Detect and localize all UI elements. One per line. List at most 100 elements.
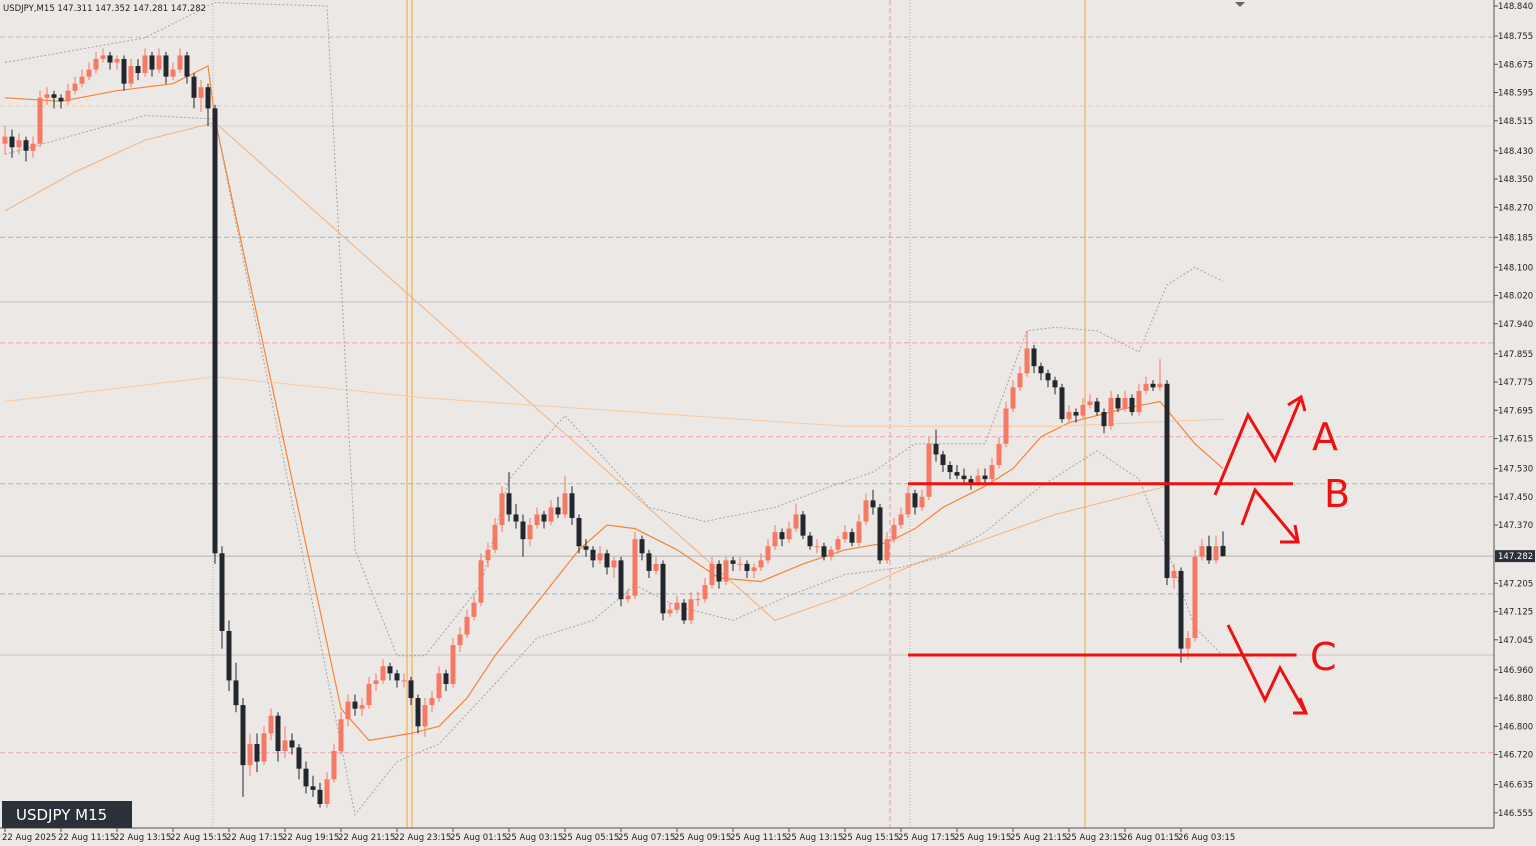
- x-tick-label: 26 Aug 01:15: [1122, 833, 1179, 843]
- candle-body: [1066, 412, 1072, 420]
- candle-body: [625, 595, 631, 600]
- candle-body: [485, 549, 491, 561]
- y-tick-label: 147.615: [1498, 435, 1533, 445]
- candle-body: [1157, 383, 1163, 388]
- y-tick-label: 146.720: [1498, 751, 1533, 761]
- candle-body: [142, 55, 148, 74]
- y-tick-label: 147.855: [1498, 350, 1533, 360]
- candle-body: [471, 602, 477, 617]
- candle-body: [58, 97, 64, 102]
- y-tick-label: 147.125: [1498, 608, 1533, 618]
- candle-body: [408, 680, 414, 699]
- candle-body: [1143, 383, 1149, 391]
- candle-body: [562, 493, 568, 515]
- candle-body: [149, 55, 155, 70]
- candle-body: [856, 521, 862, 543]
- candle-body: [261, 733, 267, 762]
- candle-body: [667, 609, 673, 614]
- x-tick-label: 25 Aug 21:15: [1010, 833, 1067, 843]
- candle-body: [1045, 373, 1051, 381]
- y-tick-label: 148.755: [1498, 32, 1533, 42]
- candle-body: [1185, 638, 1191, 649]
- candle-body: [891, 525, 897, 540]
- candle-body: [16, 140, 22, 148]
- candle-body: [282, 740, 288, 752]
- candle-body: [968, 479, 974, 483]
- y-tick-label: 146.960: [1498, 666, 1533, 676]
- candle-body: [912, 493, 918, 508]
- candle-body: [380, 666, 386, 681]
- candle-body: [772, 532, 778, 547]
- candle-body: [975, 475, 981, 483]
- candle-body: [464, 616, 470, 635]
- candle-body: [1003, 408, 1009, 444]
- arrow: [1213, 394, 1307, 496]
- candle-body: [569, 493, 575, 518]
- candle-body: [247, 743, 253, 766]
- candle-body: [730, 560, 736, 564]
- annotation: B: [1324, 472, 1350, 516]
- x-tick-label: 22 Aug 2025: [2, 833, 56, 843]
- symbol-label: USDJPY M15: [16, 806, 107, 824]
- candle-body: [331, 751, 337, 780]
- candle-body: [205, 87, 211, 109]
- y-tick-label: 148.020: [1498, 292, 1533, 302]
- candle-body: [1080, 404, 1086, 416]
- candle-body: [366, 683, 372, 706]
- candle-body: [786, 528, 792, 540]
- candle-body: [555, 507, 561, 515]
- candle-body: [828, 549, 834, 557]
- candle-body: [926, 443, 932, 497]
- candle-body: [982, 475, 988, 480]
- candle-body: [226, 630, 232, 681]
- indicator-line: [4, 1, 1224, 657]
- last-price-box: [1495, 550, 1535, 563]
- candle-body: [429, 698, 435, 706]
- candle-body: [758, 560, 764, 568]
- candle-body: [989, 465, 995, 480]
- candle-body: [100, 55, 106, 59]
- candle-body: [499, 493, 505, 526]
- candle-body: [198, 87, 204, 98]
- candle-body: [688, 599, 694, 621]
- y-tick-label: 148.100: [1498, 263, 1533, 273]
- x-tick-label: 25 Aug 03:15: [506, 833, 563, 843]
- candle-body: [597, 553, 603, 561]
- x-tick-label: 25 Aug 13:15: [786, 833, 843, 843]
- indicators: [4, 1, 1224, 816]
- candle-body: [184, 55, 190, 77]
- candle-body: [590, 549, 596, 561]
- candle-body: [170, 69, 176, 77]
- candle-body: [534, 514, 540, 526]
- x-tick-label: 25 Aug 09:15: [674, 833, 731, 843]
- candle-body: [324, 779, 330, 804]
- candle-body: [268, 715, 274, 734]
- candle-body: [114, 58, 120, 63]
- candle-body: [240, 705, 246, 766]
- indicator-line: [4, 114, 1224, 816]
- candle-body: [30, 143, 36, 151]
- candle-body: [219, 553, 225, 631]
- x-tick-label: 25 Aug 23:15: [1066, 833, 1123, 843]
- candle-body: [373, 680, 379, 684]
- header: USDJPY,M15 147.311 147.352 147.281 147.2…: [3, 4, 206, 14]
- candle-body: [317, 789, 323, 804]
- y-tick-label: 148.675: [1498, 60, 1533, 70]
- candle-body: [681, 602, 687, 621]
- candle-body: [401, 680, 407, 682]
- candle-body: [177, 55, 183, 70]
- candle-body: [814, 546, 820, 548]
- candle-body: [233, 680, 239, 706]
- candle-body: [835, 539, 841, 550]
- candle-body: [121, 58, 127, 84]
- x-tick-label: 25 Aug 17:15: [898, 833, 955, 843]
- x-tick-label: 25 Aug 07:15: [618, 833, 675, 843]
- candle-body: [723, 560, 729, 582]
- last-price-label: 147.282: [1498, 552, 1533, 562]
- candle-body: [660, 563, 666, 614]
- candle-body: [135, 66, 141, 74]
- candle-body: [709, 563, 715, 586]
- y-tick-label: 148.185: [1498, 233, 1533, 243]
- candle-body: [9, 136, 15, 148]
